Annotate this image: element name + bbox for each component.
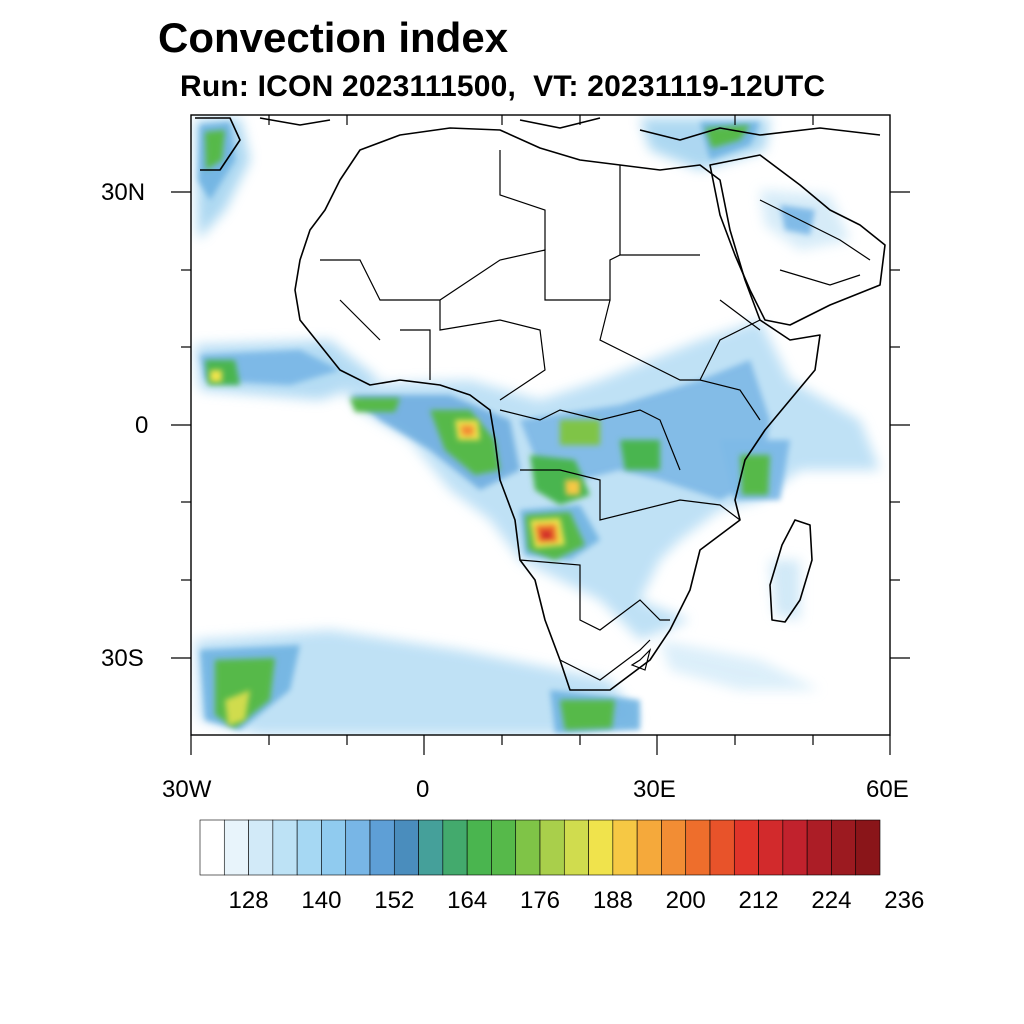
colorbar-swatch: [248, 819, 274, 876]
axis-ticks: [171, 115, 910, 755]
lon-label-30w: 30W: [162, 776, 212, 803]
lon-label-30e: 30E: [633, 776, 676, 803]
colorbar-swatch: [563, 819, 589, 876]
colorbar-tick-label: 164: [447, 887, 488, 914]
border-line: [630, 648, 652, 671]
convection-field: [195, 118, 880, 735]
field-patch: [520, 360, 770, 500]
colorbar-swatch: [272, 819, 298, 876]
colorbar-tick-label: 224: [811, 887, 852, 914]
colorbar-swatch: [393, 819, 419, 876]
field-patch: [780, 205, 815, 235]
field-patch: [350, 398, 400, 412]
colorbar-swatch: [442, 819, 468, 876]
colorbar-swatch: [758, 819, 784, 876]
arabia-coastline: [709, 154, 886, 326]
colorbar-swatch: [199, 819, 225, 876]
colorbar-swatch: [223, 819, 249, 876]
field-patch: [560, 700, 615, 730]
colorbar-swatch: [806, 819, 832, 876]
colorbar-swatch: [345, 819, 371, 876]
colorbar-tick-label: 236: [884, 887, 925, 914]
field-patch: [460, 425, 474, 436]
lat-label-0: 0: [135, 412, 149, 439]
europe-coastline: [195, 117, 881, 171]
colorbar-swatch: [321, 819, 347, 876]
lat-label-30s: 30S: [101, 645, 144, 672]
field-patch: [660, 640, 820, 690]
field-patch: [430, 410, 500, 475]
border-line: [759, 199, 871, 286]
lon-label-0: 0: [416, 776, 430, 803]
colorbar-swatch: [515, 819, 541, 876]
field-patch: [560, 420, 600, 445]
border-line: [499, 409, 681, 471]
map-title: Convection index: [158, 14, 509, 61]
field-patch: [195, 630, 640, 735]
colorbar-swatch: [491, 819, 517, 876]
colorbar-swatch: [418, 819, 444, 876]
colorbar: [199, 819, 881, 876]
border-line: [519, 559, 670, 631]
colorbar-tick-label: 176: [519, 887, 561, 914]
border-line: [699, 299, 761, 381]
country-borders: [320, 150, 871, 681]
colorbar-swatch: [636, 819, 662, 876]
colorbar-swatch: [831, 819, 857, 876]
field-patch: [565, 480, 580, 495]
coastlines: [195, 117, 886, 691]
border-line: [320, 249, 700, 301]
field-patch: [620, 440, 660, 470]
colorbar-tick-label: 200: [665, 887, 706, 914]
field-patch: [210, 370, 222, 382]
colorbar-swatch: [296, 819, 322, 876]
colorbar-swatch: [466, 819, 492, 876]
colorbar-tick-label: 188: [592, 887, 633, 914]
field-patch: [770, 560, 800, 620]
border-line: [499, 150, 621, 255]
colorbar-tick-label: 128: [228, 887, 269, 914]
colorbar-swatch: [855, 819, 881, 876]
colorbar-swatch: [685, 819, 711, 876]
colorbar-swatch: [539, 819, 565, 876]
colorbar-swatch: [369, 819, 395, 876]
border-line: [339, 299, 431, 380]
lat-label-30n: 30N: [101, 179, 146, 206]
colorbar-tick-label: 140: [301, 887, 342, 914]
colorbar-swatch: [733, 819, 759, 876]
africa-coastline: [294, 127, 821, 691]
border-line: [520, 469, 741, 521]
border-line: [439, 300, 546, 401]
colorbar-swatch: [782, 819, 808, 876]
map-subtitle: Run: ICON 2023111500, VT: 20231119-12UTC: [180, 70, 826, 103]
field-patch: [205, 130, 225, 170]
border-line: [599, 299, 761, 421]
colorbar-swatch: [612, 819, 638, 876]
field-patch: [740, 455, 770, 495]
colorbar-tick-label: 212: [738, 887, 779, 914]
border-line: [559, 639, 651, 681]
field-patch: [225, 690, 250, 726]
lon-label-60e: 60E: [866, 776, 909, 803]
field-patch: [540, 530, 552, 540]
madagascar-coastline: [769, 519, 813, 623]
colorbar-swatch: [709, 819, 735, 876]
colorbar-tick-label: 152: [374, 887, 415, 914]
colorbar-swatch: [588, 819, 614, 876]
colorbar-swatch: [661, 819, 687, 876]
